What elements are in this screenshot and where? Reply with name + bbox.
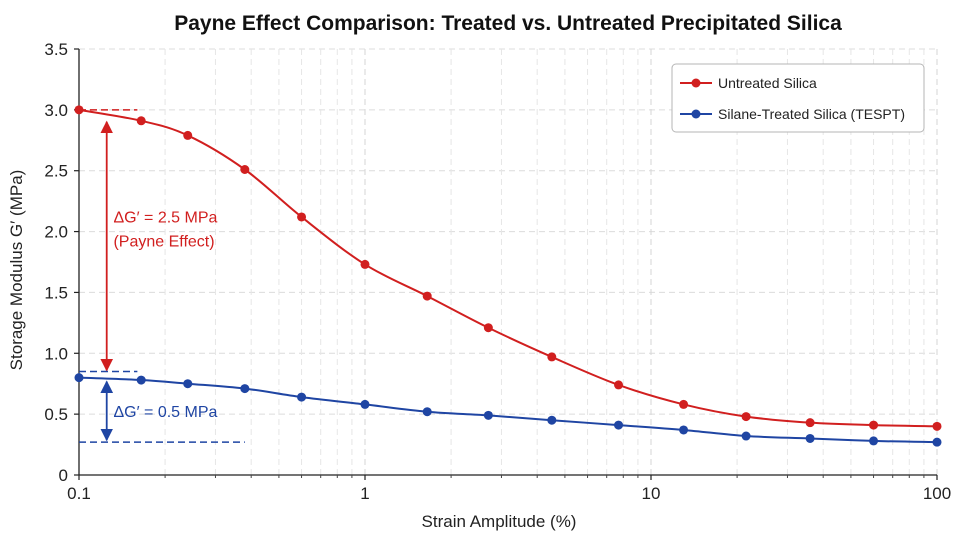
x-tick-label-2: 10	[642, 484, 661, 503]
data-point-treated-6	[422, 407, 432, 417]
tick-labels: 0 0.5 1.0 1.5 2.0 2.5 3.0 3.5 0.1 1 10 100	[44, 40, 951, 503]
y-tick-label-4: 2.0	[44, 223, 68, 242]
data-point-treated-0	[74, 373, 84, 383]
data-point-untreated-10	[679, 399, 689, 409]
x-tick-label-0: 0.1	[67, 484, 91, 503]
data-point-treated-7	[483, 410, 493, 420]
data-point-treated-13	[869, 436, 879, 446]
data-point-untreated-0	[74, 105, 84, 115]
y-tick-label-7: 3.5	[44, 40, 68, 59]
data-point-untreated-12	[805, 418, 815, 428]
payne-sublabel-untreated: (Payne Effect)	[113, 234, 214, 251]
data-point-treated-1	[136, 375, 146, 385]
legend-marker-untreated	[691, 78, 701, 88]
y-tick-label-6: 3.0	[44, 101, 68, 120]
x-tick-label-1: 1	[360, 484, 369, 503]
data-point-treated-14	[932, 437, 942, 447]
data-point-treated-4	[297, 392, 307, 402]
legend-marker-treated	[691, 109, 701, 119]
data-point-untreated-6	[422, 291, 432, 301]
series-line-untreated	[78, 108, 938, 428]
data-point-treated-10	[679, 425, 689, 435]
legend-label-untreated: Untreated Silica	[718, 75, 817, 91]
x-axis-label: Strain Amplitude (%)	[422, 512, 577, 531]
payne-label-treated: ΔG′ = 0.5 MPa	[113, 404, 217, 421]
annotation-labels: ΔG′ = 2.5 MPa (Payne Effect) ΔG′ = 0.5 MPa	[113, 210, 217, 422]
data-point-untreated-13	[869, 420, 879, 430]
data-point-untreated-7	[483, 323, 493, 333]
legend-box	[671, 63, 925, 133]
series	[74, 105, 942, 447]
chart-title: Payne Effect Comparison: Treated vs. Unt…	[174, 12, 842, 35]
y-tick-label-2: 1.0	[44, 344, 68, 363]
y-tick-label-5: 2.5	[44, 162, 68, 181]
data-point-untreated-14	[932, 421, 942, 431]
data-point-untreated-3	[240, 164, 250, 174]
y-tick-label-0: 0	[59, 466, 68, 485]
payne-label-untreated: ΔG′ = 2.5 MPa	[113, 210, 217, 227]
legend: Untreated Silica Silane-Treated Silica (…	[671, 63, 925, 133]
data-point-untreated-1	[136, 116, 146, 126]
y-tick-label-1: 0.5	[44, 405, 68, 424]
data-point-untreated-5	[360, 259, 370, 269]
data-point-treated-12	[805, 433, 815, 443]
x-tick-label-3: 100	[923, 484, 951, 503]
data-point-untreated-2	[183, 130, 193, 140]
y-axis-label: Storage Modulus G′ (MPa)	[7, 170, 26, 371]
data-point-untreated-8	[547, 352, 557, 362]
data-point-treated-11	[741, 431, 751, 441]
data-point-untreated-11	[741, 412, 751, 422]
data-point-treated-3	[240, 384, 250, 394]
y-tick-label-3: 1.5	[44, 283, 68, 302]
data-point-treated-2	[183, 379, 193, 389]
data-point-untreated-9	[614, 380, 624, 390]
legend-label-treated: Silane-Treated Silica (TESPT)	[718, 106, 905, 122]
annotation-lines	[79, 109, 245, 443]
data-point-untreated-4	[297, 212, 307, 222]
data-point-treated-8	[547, 415, 557, 425]
axes	[74, 48, 938, 480]
data-point-treated-9	[614, 420, 624, 430]
data-point-treated-5	[360, 399, 370, 409]
